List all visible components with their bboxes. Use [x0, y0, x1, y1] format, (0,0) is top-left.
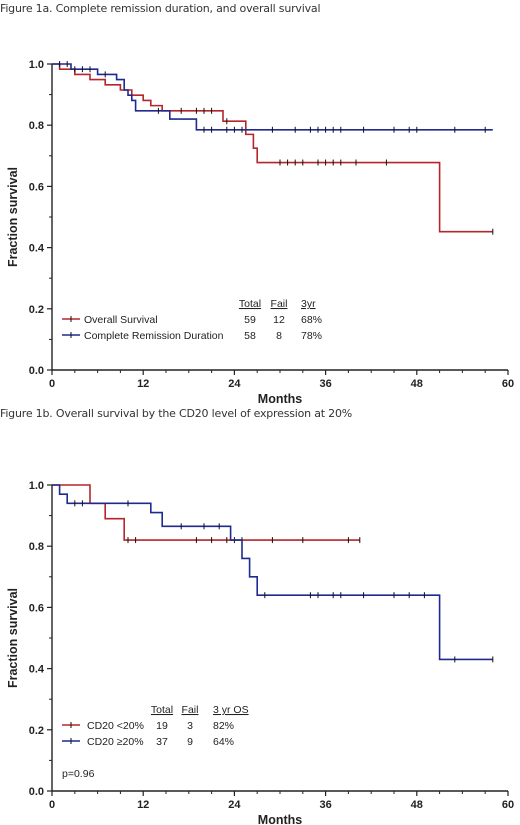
- x-axis-title: Months: [258, 813, 302, 825]
- x-axis-title: Months: [258, 392, 302, 406]
- y-tick-label: 0.6: [29, 602, 44, 614]
- y-tick-label: 1.0: [29, 480, 44, 492]
- legend-label: CD20 ≥20%: [87, 736, 144, 748]
- figure-1b-caption: Figure 1b. Overall survival by the CD20 …: [0, 407, 353, 420]
- y-tick-label: 0.0: [29, 786, 44, 798]
- x-tick-label: 24: [228, 799, 241, 811]
- legend-header: 3yr: [301, 298, 316, 310]
- y-tick-label: 0.4: [29, 243, 45, 255]
- y-tick-label: 1.0: [29, 59, 44, 71]
- legend-value: 59: [244, 314, 256, 326]
- y-tick-label: 0.8: [29, 541, 44, 553]
- x-tick-label: 36: [319, 799, 331, 811]
- legend-header: Total: [151, 704, 173, 716]
- legend-header: Fail: [182, 704, 199, 716]
- y-tick-label: 0.2: [29, 304, 44, 316]
- legend-label: CD20 <20%: [87, 720, 144, 732]
- y-tick-label: 0.6: [29, 181, 44, 193]
- legend-value: 3: [187, 720, 193, 732]
- x-tick-label: 36: [319, 378, 331, 390]
- series-line-red: [52, 63, 493, 233]
- p-value-note: p=0.96: [62, 768, 95, 780]
- y-axis-title: Fraction survival: [6, 167, 20, 267]
- x-tick-label: 12: [137, 799, 149, 811]
- legend-value: 68%: [301, 314, 322, 326]
- y-tick-label: 0.0: [29, 365, 44, 377]
- legend-header: Total: [239, 298, 261, 310]
- figure-1a-caption: Figure 1a. Complete remission duration, …: [0, 2, 321, 15]
- x-tick-label: 24: [228, 378, 241, 390]
- legend-header: Fail: [271, 298, 288, 310]
- legend-value: 12: [273, 314, 285, 326]
- series-line-red: [52, 484, 360, 541]
- x-tick-label: 60: [502, 378, 514, 390]
- legend-label: Complete Remission Duration: [84, 330, 224, 342]
- legend-value: 58: [244, 330, 256, 342]
- legend-value: 37: [156, 736, 168, 748]
- legend-header: 3 yr OS: [213, 704, 249, 716]
- x-tick-label: 0: [49, 799, 55, 811]
- series-line-blue: [52, 63, 493, 131]
- y-tick-label: 0.4: [29, 664, 45, 676]
- x-tick-label: 48: [411, 799, 423, 811]
- y-tick-label: 0.2: [29, 725, 44, 737]
- legend-value: 78%: [301, 330, 322, 342]
- legend-value: 8: [276, 330, 282, 342]
- x-tick-label: 0: [49, 378, 55, 390]
- legend-value: 64%: [213, 736, 234, 748]
- legend-value: 19: [156, 720, 168, 732]
- y-tick-label: 0.8: [29, 120, 44, 132]
- x-tick-label: 12: [137, 378, 149, 390]
- y-axis-title: Fraction survival: [6, 588, 20, 688]
- x-tick-label: 60: [502, 799, 514, 811]
- legend-value: 82%: [213, 720, 234, 732]
- x-tick-label: 48: [411, 378, 423, 390]
- legend-label: Overall Survival: [84, 314, 158, 326]
- legend-value: 9: [187, 736, 193, 748]
- series-line-blue: [52, 484, 493, 661]
